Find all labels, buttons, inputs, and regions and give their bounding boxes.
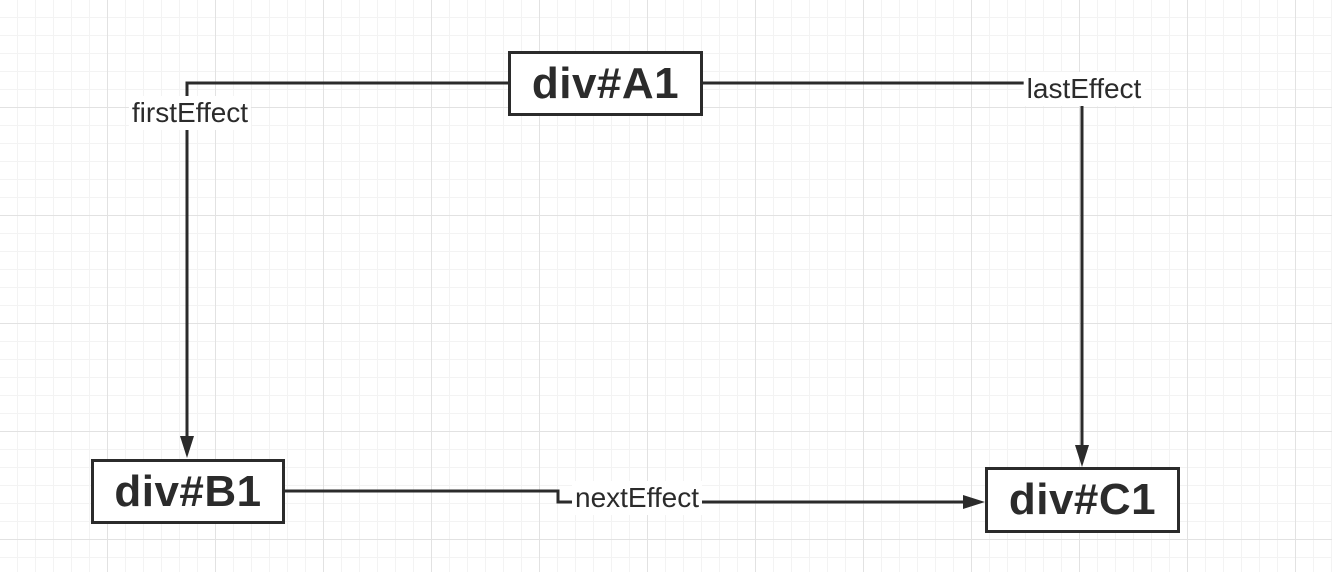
- edge-label-first-effect: firstEffect: [128, 96, 252, 130]
- edge-first-effect-arrowhead: [180, 436, 194, 458]
- node-div-c1: div#C1: [985, 467, 1180, 533]
- edge-last-effect-line: [703, 81, 1084, 452]
- edge-first-effect-line: [185, 81, 509, 444]
- edge-next-effect-line: [285, 489, 970, 504]
- edge-last-effect-arrowhead: [1075, 445, 1089, 467]
- edge-next-effect-arrowhead: [963, 495, 985, 509]
- edge-label-last-effect: lastEffect: [1023, 72, 1145, 106]
- edge-label-next-effect: nextEffect: [571, 481, 703, 515]
- node-div-b1: div#B1: [91, 459, 285, 524]
- node-div-a1: div#A1: [508, 51, 703, 116]
